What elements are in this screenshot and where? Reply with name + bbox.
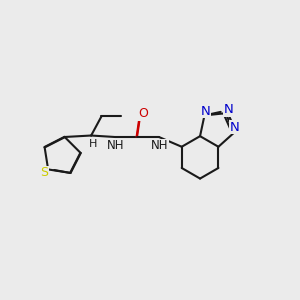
Text: H: H: [88, 139, 97, 149]
Text: N: N: [201, 104, 211, 118]
Text: N: N: [229, 121, 239, 134]
Text: NH: NH: [106, 139, 124, 152]
Text: NH: NH: [151, 139, 168, 152]
Text: O: O: [138, 107, 148, 120]
Text: S: S: [40, 167, 49, 179]
Text: N: N: [224, 103, 233, 116]
